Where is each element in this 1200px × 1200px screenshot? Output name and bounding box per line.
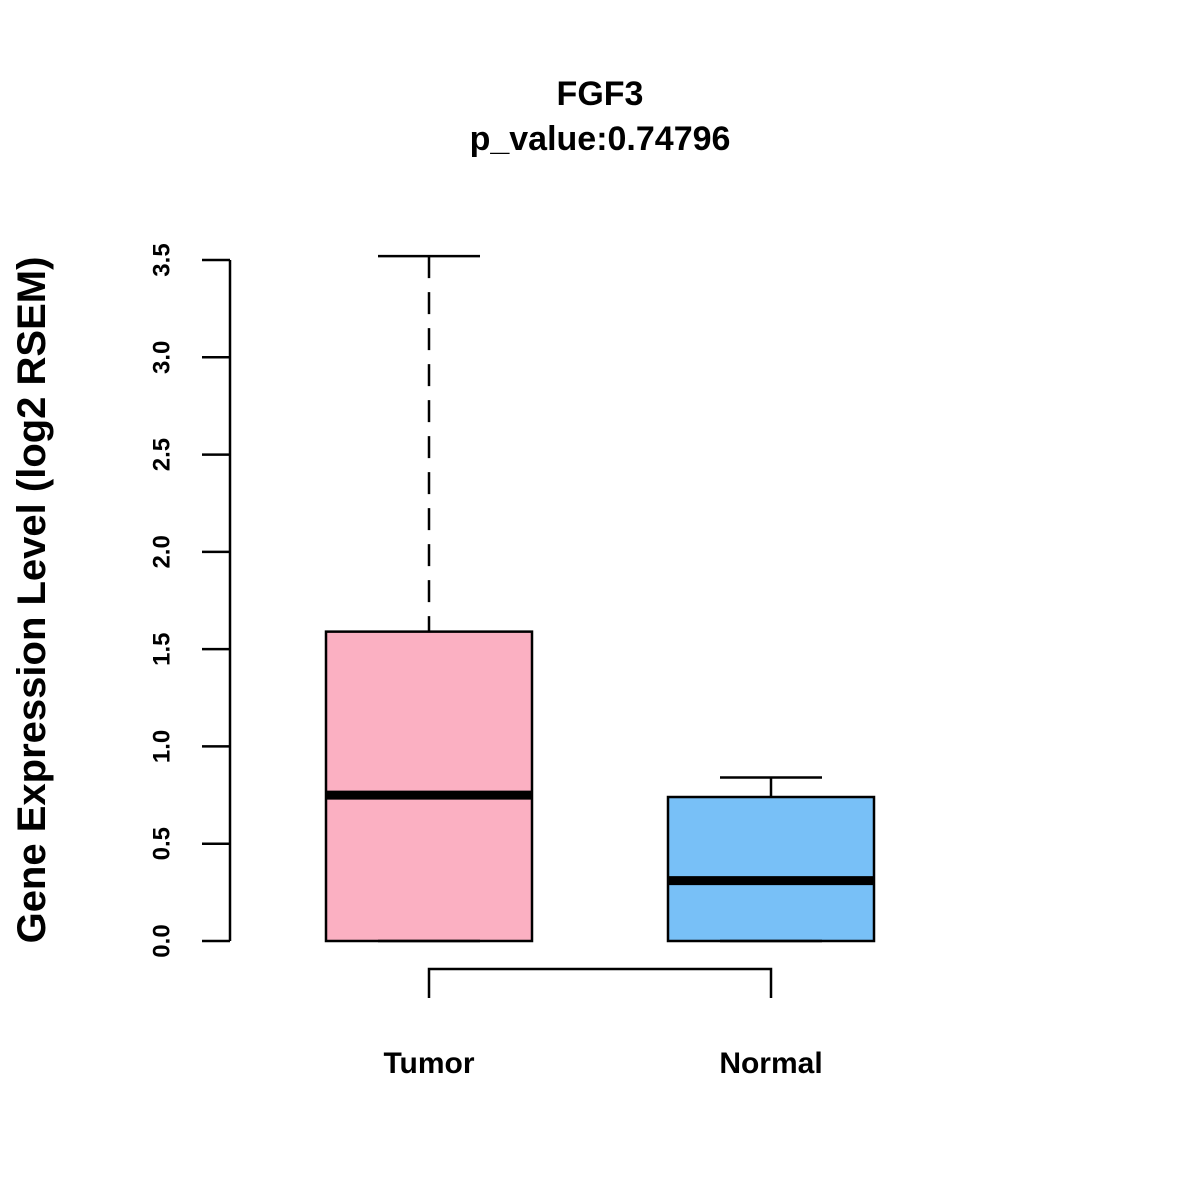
bracket-line (427, 967, 773, 998)
chart-title: FGF3 (557, 75, 644, 113)
y-tick-label: 3.0 (149, 341, 176, 374)
x-axis-labels: Tumor Normal (383, 1047, 822, 1080)
y-tick-label: 0.0 (149, 924, 176, 957)
y-tick-label: 1.0 (149, 730, 176, 763)
y-tick-label: 2.5 (149, 438, 176, 471)
y-tick-label: 2.0 (149, 535, 176, 568)
box-iqr (666, 795, 876, 943)
x-tick-label-normal: Normal (719, 1047, 822, 1080)
chart-subtitle: p_value:0.74796 (470, 120, 731, 158)
box-iqr (324, 630, 534, 943)
x-tick-label-tumor: Tumor (383, 1047, 474, 1080)
y-axis-title: Gene Expression Level (log2 RSEM) (10, 257, 54, 944)
y-tick-label: 0.5 (149, 827, 176, 860)
y-axis: 0.0 0.5 1.0 1.5 2.0 2.5 3.0 3.5 (149, 243, 232, 958)
y-tick-label: 1.5 (149, 632, 176, 665)
box-normal (666, 776, 876, 943)
box-tumor (324, 254, 534, 943)
comparison-bracket (427, 967, 773, 998)
box-group (324, 254, 876, 943)
y-tick-label: 3.5 (149, 243, 176, 276)
